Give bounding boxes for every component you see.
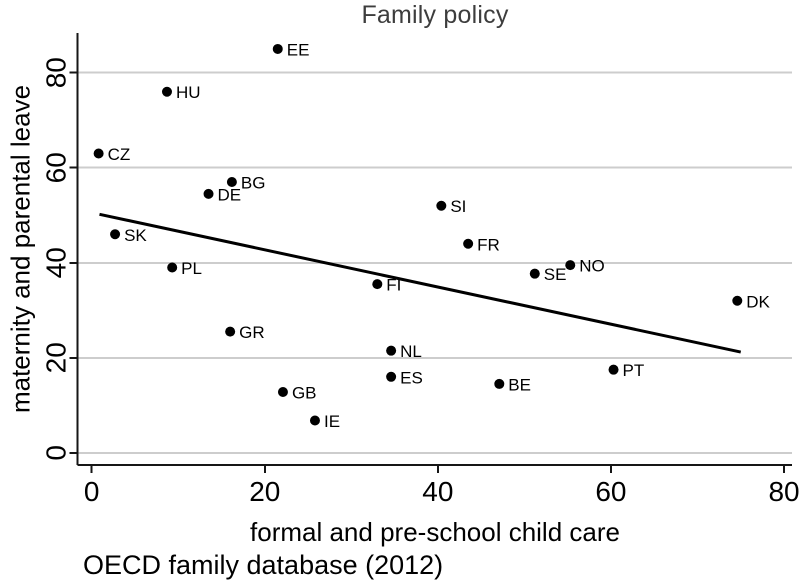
data-point-label-DE: DE bbox=[218, 185, 242, 204]
data-point-SK bbox=[110, 229, 121, 240]
data-point-label-DK: DK bbox=[746, 292, 770, 311]
data-point-label-NO: NO bbox=[579, 257, 605, 276]
data-point-DE bbox=[203, 188, 214, 199]
data-point-label-NL: NL bbox=[400, 342, 422, 361]
data-point-DK bbox=[732, 295, 743, 306]
data-point-FI bbox=[372, 279, 383, 290]
data-point-NO bbox=[565, 260, 576, 271]
source-note: OECD family database (2012) bbox=[83, 550, 444, 580]
x-tick-label-40: 40 bbox=[422, 476, 453, 507]
data-point-ES bbox=[386, 371, 397, 382]
x-tick-label-20: 20 bbox=[249, 476, 280, 507]
x-tick-label-0: 0 bbox=[84, 476, 100, 507]
data-point-BG bbox=[226, 176, 237, 187]
data-point-CZ bbox=[93, 148, 104, 159]
data-point-label-GB: GB bbox=[292, 383, 317, 402]
y-tick-label-60: 60 bbox=[41, 152, 72, 183]
data-point-label-CZ: CZ bbox=[108, 145, 131, 164]
data-point-label-PT: PT bbox=[623, 361, 645, 380]
data-point-label-SE: SE bbox=[544, 265, 567, 284]
data-point-PL bbox=[167, 262, 178, 273]
trendline bbox=[99, 212, 742, 354]
data-point-label-FI: FI bbox=[386, 276, 401, 295]
data-point-label-EE: EE bbox=[287, 40, 310, 59]
data-point-HU bbox=[161, 86, 172, 97]
data-point-FR bbox=[463, 238, 474, 249]
data-point-IE bbox=[309, 415, 320, 426]
data-point-SI bbox=[436, 200, 447, 211]
data-point-label-HU: HU bbox=[176, 83, 201, 102]
data-point-GR bbox=[225, 326, 236, 337]
data-point-label-BE: BE bbox=[508, 375, 531, 394]
y-tick-label-20: 20 bbox=[41, 342, 72, 373]
data-point-label-ES: ES bbox=[400, 368, 423, 387]
x-axis-title: formal and pre-school child care bbox=[250, 517, 620, 547]
data-point-label-IE: IE bbox=[324, 412, 340, 431]
y-tick-label-40: 40 bbox=[41, 247, 72, 278]
data-point-PT bbox=[608, 364, 619, 375]
y-axis-title: maternity and parental leave bbox=[5, 84, 36, 414]
x-tick-label-60: 60 bbox=[595, 476, 626, 507]
data-point-GB bbox=[277, 386, 288, 397]
data-point-label-GR: GR bbox=[239, 323, 265, 342]
x-tick-label-80: 80 bbox=[768, 476, 799, 507]
data-point-label-BG: BG bbox=[241, 173, 266, 192]
data-point-BE bbox=[494, 378, 505, 389]
data-point-EE bbox=[272, 43, 283, 54]
chart-title: Family policy bbox=[361, 1, 509, 29]
data-point-NL bbox=[386, 345, 397, 356]
data-point-label-FR: FR bbox=[477, 235, 500, 254]
y-tick-label-80: 80 bbox=[41, 57, 72, 88]
data-point-SE bbox=[529, 268, 540, 279]
data-point-label-SK: SK bbox=[124, 226, 147, 245]
data-point-label-SI: SI bbox=[450, 197, 466, 216]
y-tick-label-0: 0 bbox=[41, 445, 72, 461]
data-point-label-PL: PL bbox=[181, 259, 202, 278]
